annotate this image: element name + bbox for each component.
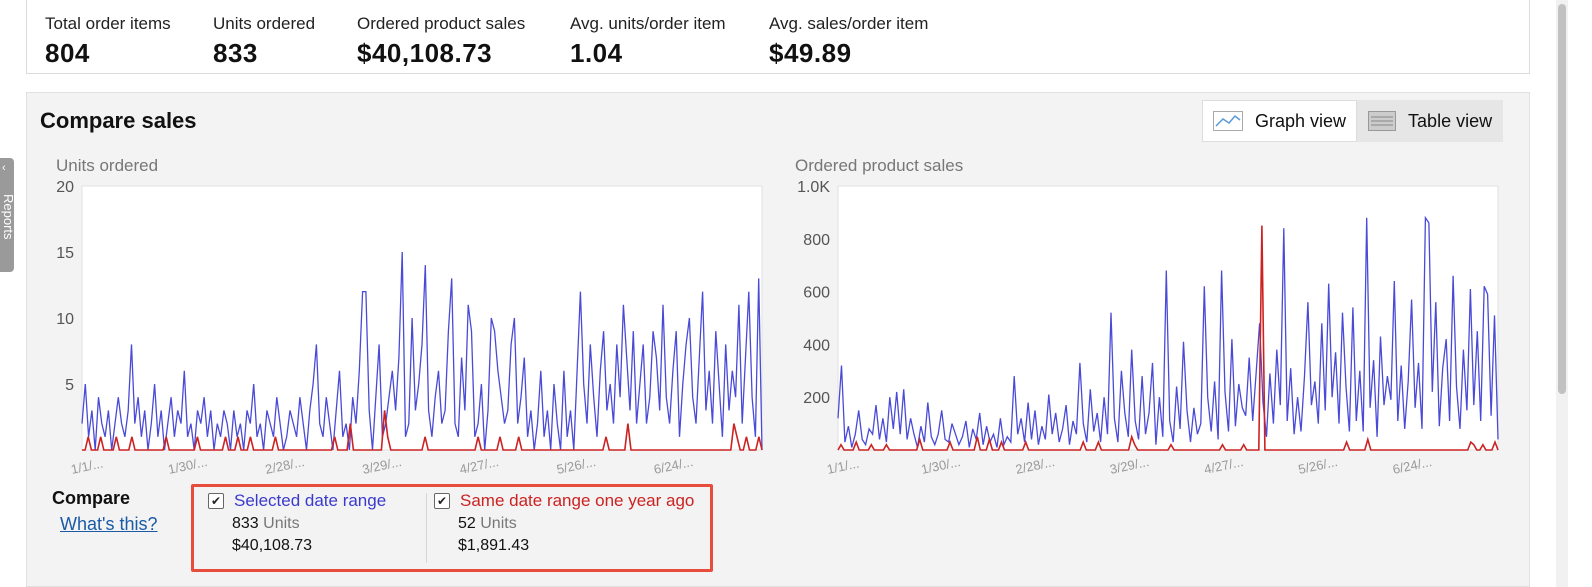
- metric-value: 833: [213, 38, 258, 68]
- metric-value: $49.89: [769, 38, 852, 68]
- x-tick-label: 5/26/...: [1297, 454, 1339, 477]
- y-tick-label: 10: [56, 311, 74, 328]
- units-chart-title: Units ordered: [56, 156, 159, 175]
- x-tick-label: 6/24/...: [1391, 454, 1433, 477]
- y-tick-label: 1.0K: [797, 179, 830, 196]
- last-year-checkbox[interactable]: ✔: [434, 493, 450, 509]
- metric-units-ordered: Units ordered 833: [213, 14, 315, 69]
- panel-title: Compare sales: [40, 108, 197, 133]
- metric-label: Total order items: [45, 14, 171, 33]
- last-year-series-line: [837, 225, 1499, 451]
- last-year-sales: $1,891.43: [458, 537, 530, 554]
- x-tick-label: 6/24/...: [652, 454, 694, 477]
- sales-chart-title: Ordered product sales: [795, 156, 964, 175]
- selected-range-legend: ✔ Selected date range 833 Units $40,108.…: [208, 491, 386, 555]
- last-year-legend: ✔ Same date range one year ago 52 Units …: [434, 491, 694, 555]
- graph-view-label: Graph view: [1255, 110, 1347, 131]
- metric-total-order-items: Total order items 804: [45, 14, 171, 69]
- selected-range-sales: $40,108.73: [232, 537, 313, 554]
- page-scrollbar[interactable]: [1556, 0, 1568, 587]
- x-tick-label: 1/1/...: [70, 455, 105, 476]
- x-tick-label: 4/27/...: [1203, 454, 1245, 477]
- metric-value: 1.04: [570, 38, 623, 68]
- selected-units-value: 833: [232, 515, 259, 532]
- last-year-units-value: 52: [458, 515, 476, 532]
- metric-label: Ordered product sales: [357, 14, 526, 33]
- reports-side-tab[interactable]: ‹ Reports: [0, 158, 16, 272]
- x-tick-label: 1/30/...: [920, 454, 962, 477]
- selected-range-series-line: [837, 215, 1499, 448]
- graph-view-button[interactable]: Graph view: [1202, 100, 1358, 142]
- line-graph-icon: [1213, 111, 1243, 131]
- metric-avg-units-per-order-item: Avg. units/order item 1.04: [570, 14, 726, 69]
- selected-range-checkbox[interactable]: ✔: [208, 493, 224, 509]
- x-tick-label: 4/27/...: [458, 454, 500, 477]
- legend-divider: [426, 493, 427, 563]
- x-tick-label: 1/1/...: [826, 455, 861, 476]
- metric-label: Avg. sales/order item: [769, 14, 929, 33]
- metric-label: Units ordered: [213, 14, 316, 33]
- x-tick-label: 2/28/...: [1014, 454, 1056, 477]
- y-tick-label: 600: [803, 285, 830, 302]
- last-year-series-line: [82, 410, 763, 451]
- selected-range-label: Selected date range: [234, 491, 387, 510]
- y-tick-label: 800: [803, 232, 830, 249]
- last-year-label: Same date range one year ago: [460, 491, 695, 510]
- selected-range-units: 833 Units: [208, 515, 386, 533]
- table-view-label: Table view: [1408, 110, 1493, 131]
- whats-this-link[interactable]: What's this?: [60, 514, 158, 534]
- units-ordered-chart: 20 15 10 5 1/1/... 1/30/... 2/28/... 3/29/... 4/…: [56, 179, 763, 477]
- x-tick-label: 1/30/...: [167, 454, 209, 477]
- selected-units-label: Units: [263, 515, 300, 532]
- last-year-units-label: Units: [480, 515, 517, 532]
- y-tick-label: 400: [803, 337, 830, 354]
- metric-label: Avg. units/order item: [570, 14, 726, 33]
- view-toggle: Graph view Table view: [1202, 100, 1504, 142]
- metric-value: 804: [45, 38, 90, 68]
- compare-legend-box: ✔ Selected date range 833 Units $40,108.…: [191, 484, 713, 572]
- y-tick-label: 20: [56, 179, 74, 196]
- compare-label: Compare: [52, 488, 131, 508]
- last-year-units: 52 Units: [434, 515, 694, 533]
- metric-ordered-product-sales: Ordered product sales $40,108.73: [357, 14, 525, 69]
- scrollbar-thumb[interactable]: [1558, 4, 1566, 394]
- y-tick-label: 15: [56, 245, 74, 262]
- ordered-product-sales-chart: 1.0K 800 600 400 200 1/1/... 1/30/... 2/28/... 3…: [797, 179, 1499, 477]
- metric-avg-sales-per-order-item: Avg. sales/order item $49.89: [769, 14, 928, 69]
- metrics-bar: Total order items 804 Units ordered 833 …: [26, 0, 1530, 74]
- y-tick-label: 5: [65, 377, 74, 394]
- x-tick-label: 3/29/...: [361, 454, 403, 477]
- table-view-button[interactable]: Table view: [1357, 100, 1504, 142]
- x-tick-label: 5/26/...: [555, 454, 597, 477]
- table-icon: [1368, 111, 1397, 131]
- selected-range-series-line: [81, 251, 763, 451]
- x-tick-label: 2/28/...: [264, 454, 306, 477]
- x-tick-label: 3/29/...: [1108, 454, 1150, 477]
- reports-tab-label: Reports: [1, 194, 16, 240]
- chevron-left-icon: ‹: [2, 162, 6, 174]
- metric-value: $40,108.73: [357, 38, 493, 68]
- y-tick-label: 200: [803, 390, 830, 407]
